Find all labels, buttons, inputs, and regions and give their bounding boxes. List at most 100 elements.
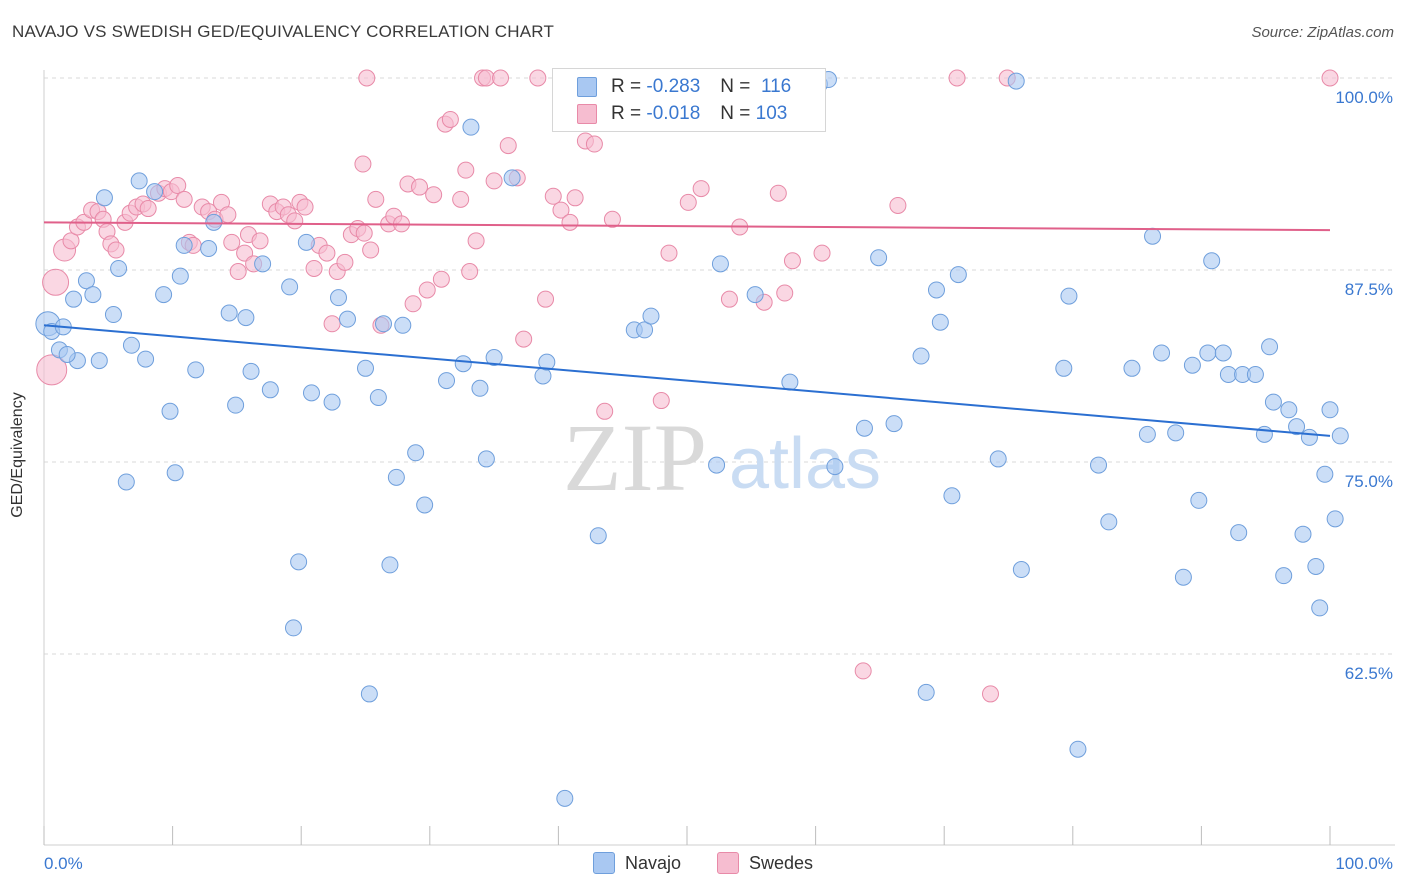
navajo-point (394, 316, 412, 334)
navajo-point (77, 272, 95, 290)
navajo-point (1153, 344, 1171, 362)
swedes-trend-line (43, 221, 1331, 232)
swedes-point (219, 206, 237, 224)
navajo-point (323, 393, 341, 411)
swedes-point (467, 232, 485, 250)
navajo-point (885, 415, 903, 433)
swedes-point (537, 290, 555, 308)
navajo-point (1321, 401, 1339, 419)
trend-lines (43, 221, 1331, 437)
navajo-point (1307, 557, 1325, 575)
swedes-point (566, 189, 584, 207)
legend-row-navajo: R = -0.283 N = 116 (577, 75, 791, 99)
swedes-point (492, 69, 510, 87)
swedes-point (169, 177, 187, 195)
navajo-point (297, 233, 315, 251)
swedes-point (981, 685, 999, 703)
y-tick-label: 87.5% (1345, 280, 1393, 299)
navajo-point (416, 496, 434, 514)
navajo-point (931, 313, 949, 331)
navajo-point (855, 419, 873, 437)
navajo-point (90, 352, 108, 370)
navajo-point (1311, 599, 1329, 617)
swedes-n-label: N = (720, 103, 751, 124)
navajo-point (1144, 227, 1162, 245)
navajo-point (1100, 513, 1118, 531)
chart-title: NAVAJO VS SWEDISH GED/EQUIVALENCY CORREL… (12, 22, 555, 41)
swedes-point (1321, 69, 1339, 87)
swedes-point (596, 402, 614, 420)
navajo-point (1219, 365, 1237, 383)
swedes-point (477, 69, 495, 87)
legend-item-swedes[interactable]: Swedes (716, 852, 813, 874)
navajo-point (912, 347, 930, 365)
swedes-point (515, 330, 533, 348)
swedes-point (139, 200, 157, 218)
navajo-point (254, 255, 272, 273)
y-tick-label: 62.5% (1345, 664, 1393, 683)
swedes-legend-swatch (716, 852, 739, 874)
navajo-point (1167, 424, 1185, 442)
navajo-point (95, 189, 113, 207)
x-tick-label-min: 0.0% (44, 854, 83, 873)
swedes-swatch (577, 104, 597, 124)
swedes-point (404, 295, 422, 313)
navajo-point (387, 468, 405, 486)
swedes-point (358, 69, 376, 87)
navajo-point (237, 309, 255, 327)
swedes-point (425, 186, 443, 204)
navajo-point (338, 310, 356, 328)
watermark-zip: ZIP (563, 404, 707, 511)
navajo-point (471, 379, 489, 397)
axes (43, 70, 1395, 846)
swedes-point (418, 281, 436, 299)
navajo-point (84, 286, 102, 304)
swedes-point (42, 268, 70, 296)
navajo-point (155, 286, 173, 304)
navajo-point (1316, 465, 1334, 483)
navajo-point (556, 789, 574, 807)
swedes-point (107, 241, 125, 259)
navajo-point (1264, 393, 1282, 411)
swedes-point (62, 232, 80, 250)
swedes-point (354, 155, 372, 173)
swedes-r-value: -0.018 (646, 103, 701, 124)
navajo-legend-label: Navajo (624, 852, 681, 873)
swedes-point (318, 244, 336, 262)
navajo-point (200, 239, 218, 257)
navajo-point (1138, 425, 1156, 443)
navajo-point (329, 289, 347, 307)
swedes-point (603, 210, 621, 228)
navajo-point (989, 450, 1007, 468)
swedes-point (229, 263, 247, 281)
x-tick-label-max: 100.0% (1335, 854, 1393, 873)
navajo-point (1300, 428, 1318, 446)
navajo-point (227, 396, 245, 414)
navajo-point (1331, 427, 1349, 445)
navajo-point (438, 372, 456, 390)
swedes-point (544, 187, 562, 205)
navajo-point (1280, 401, 1298, 419)
swedes-point (948, 69, 966, 87)
series-navajo (35, 71, 1349, 807)
navajo-point (1288, 418, 1306, 436)
swedes-r-label: R = (611, 103, 642, 124)
navajo-point (1069, 740, 1087, 758)
navajo-point (870, 249, 888, 267)
navajo-point (65, 290, 83, 308)
swedes-point (769, 184, 787, 202)
navajo-point (917, 683, 935, 701)
navajo-point (1203, 252, 1221, 270)
navajo-point (1090, 456, 1108, 474)
navajo-point (58, 345, 76, 363)
navajo-point (381, 556, 399, 574)
legend-item-navajo[interactable]: Navajo (592, 852, 681, 874)
navajo-trend-line (43, 324, 1331, 437)
navajo-point (284, 619, 302, 637)
swedes-point (652, 392, 670, 410)
swedes-point (452, 190, 470, 208)
navajo-n-label: N = (720, 76, 751, 97)
navajo-n-value: 116 (760, 76, 792, 97)
navajo-point (1261, 338, 1279, 356)
swedes-point (441, 110, 459, 128)
